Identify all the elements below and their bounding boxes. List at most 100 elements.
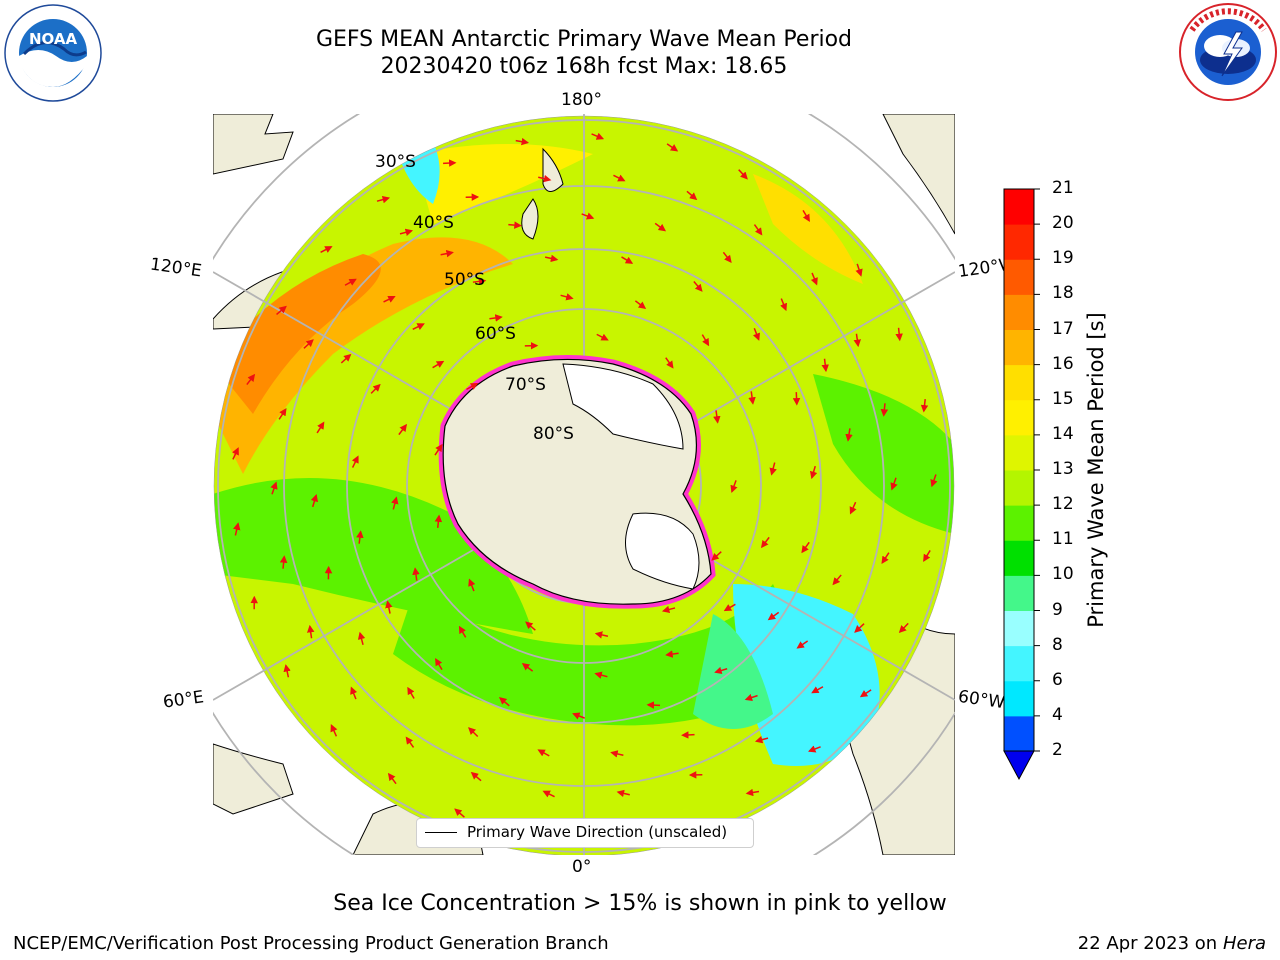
wave-direction-arrow-icon xyxy=(665,357,674,369)
colorbar-tick-label: 19 xyxy=(1052,248,1074,269)
wave-direction-arrow-icon xyxy=(801,541,810,554)
wave-direction-arrow-icon xyxy=(701,334,710,347)
wave-direction-arrow-icon xyxy=(391,496,399,510)
noaa-logo-text: NOAA xyxy=(29,30,78,48)
wave-direction-arrow-icon xyxy=(753,328,760,341)
wave-direction-arrow-icon xyxy=(279,555,288,569)
wave-direction-arrow-icon xyxy=(760,536,770,549)
wave-direction-arrow-icon xyxy=(853,333,861,348)
wave-direction-arrow-icon xyxy=(880,403,889,417)
wave-direction-arrow-icon xyxy=(399,228,414,236)
wave-direction-arrow-icon xyxy=(767,611,780,621)
lon-label-120e: 120°E xyxy=(148,254,203,282)
wave-direction-arrow-icon xyxy=(711,551,722,561)
wave-direction-arrow-icon xyxy=(278,408,287,420)
wave-direction-arrow-icon xyxy=(681,731,695,739)
colorbar-tick-label: 8 xyxy=(1052,634,1063,655)
wave-direction-arrows xyxy=(232,132,938,839)
wave-direction-arrow-icon xyxy=(809,465,818,480)
lon-label-180: 180° xyxy=(561,90,602,110)
colorbar-segment xyxy=(1004,575,1034,611)
wave-direction-arrow-icon xyxy=(666,143,679,152)
wave-direction-arrow-icon xyxy=(895,327,903,342)
wave-direction-arrow-icon xyxy=(489,314,503,322)
legend-line-icon xyxy=(425,832,457,833)
lat-label-60s: 60°S xyxy=(475,324,516,344)
antarctica xyxy=(438,354,716,609)
wave-direction-arrow-icon xyxy=(544,254,559,263)
wave-direction-arrow-icon xyxy=(898,622,909,634)
wave-direction-arrow-icon xyxy=(458,625,467,638)
wave-direction-arrow-icon xyxy=(594,671,608,679)
wave-direction-arrow-icon xyxy=(383,295,396,303)
wave-direction-arrow-icon xyxy=(923,550,931,562)
wave-direction-arrow-icon xyxy=(472,277,487,286)
wave-direction-arrow-icon xyxy=(232,447,239,460)
colorbar-tick-label: 12 xyxy=(1052,494,1074,515)
wave-direction-arrow-icon xyxy=(796,640,809,649)
wave-direction-arrow-icon xyxy=(398,423,408,436)
colorbar xyxy=(1000,186,1080,786)
wave-direction-arrow-icon xyxy=(560,293,574,301)
run-date: 22 Apr 2023 on Hera xyxy=(1078,933,1266,954)
wave-direction-arrow-icon xyxy=(780,298,788,312)
sea-ice-note: Sea Ice Concentration > 15% is shown in … xyxy=(333,891,947,916)
map-legend: Primary Wave Direction (unscaled) xyxy=(416,818,754,848)
wave-direction-arrow-icon xyxy=(686,190,698,201)
wave-direction-arrow-icon xyxy=(849,501,857,515)
lat-label-70s: 70°S xyxy=(505,375,546,395)
wave-direction-arrow-icon xyxy=(714,666,728,675)
wave-direction-arrow-icon xyxy=(591,132,605,140)
wave-direction-arrow-icon xyxy=(654,222,667,232)
wave-direction-arrow-icon xyxy=(810,272,818,286)
wave-direction-arrow-icon xyxy=(303,339,314,349)
colorbar-segment xyxy=(1004,540,1034,576)
colorbar-tick-label: 14 xyxy=(1052,423,1074,444)
colorbar-segment xyxy=(1004,399,1034,436)
colorbar-segment xyxy=(1004,434,1034,471)
wave-direction-arrow-icon xyxy=(693,281,703,292)
wave-direction-arrow-icon xyxy=(283,664,291,678)
lat-label-30s: 30°S xyxy=(375,152,416,172)
colorbar-segment xyxy=(1004,715,1034,752)
wave-direction-arrow-icon xyxy=(744,693,758,702)
wave-direction-arrow-icon xyxy=(454,808,465,818)
wave-direction-arrow-icon xyxy=(350,686,358,700)
colorbar-tick-label: 16 xyxy=(1052,353,1074,374)
wave-direction-arrow-icon xyxy=(440,249,454,258)
wave-direction-arrow-icon xyxy=(821,358,829,373)
colorbar-segment xyxy=(1004,505,1034,541)
colorbar-segment xyxy=(1004,470,1034,506)
credit-text: NCEP/EMC/Verification Post Processing Pr… xyxy=(13,933,609,954)
wave-direction-arrow-icon xyxy=(412,323,425,331)
colorbar-segment xyxy=(1004,610,1034,647)
colorbar-label: Primary Wave Mean Period [s] xyxy=(1084,312,1108,628)
colorbar-tick-label: 2 xyxy=(1052,740,1063,760)
wave-direction-arrow-icon xyxy=(276,305,287,315)
colorbar-segment xyxy=(1004,364,1034,401)
wave-direction-arrow-icon xyxy=(859,689,872,698)
wave-direction-arrow-icon xyxy=(661,605,676,614)
wave-direction-arrow-icon xyxy=(356,530,364,544)
colorbar-segment xyxy=(1004,329,1034,366)
wave-direction-arrow-icon xyxy=(405,736,415,748)
chart-subtitle: 20230420 t06z 168h fcst Max: 18.65 xyxy=(380,54,788,79)
wave-direction-arrow-icon xyxy=(542,790,555,798)
wave-direction-arrow-icon xyxy=(270,481,278,495)
colorbar-extend-arrow xyxy=(1003,750,1035,781)
wave-direction-arrow-icon xyxy=(890,477,898,491)
wave-direction-arrow-icon xyxy=(538,174,552,183)
wave-direction-arrow-icon xyxy=(832,574,842,586)
wave-direction-arrow-icon xyxy=(713,410,721,424)
wave-direction-arrow-icon xyxy=(468,727,479,738)
wave-direction-arrow-icon xyxy=(802,209,810,222)
wave-direction-arrow-icon xyxy=(525,621,536,631)
wave-direction-arrow-icon xyxy=(665,650,679,658)
wave-direction-arrow-icon xyxy=(344,278,357,286)
wave-direction-arrow-icon xyxy=(723,603,736,612)
wave-direction-arrow-icon xyxy=(432,360,445,369)
wave-direction-arrow-icon xyxy=(596,333,609,341)
lon-label-60e: 60°E xyxy=(161,687,206,713)
wave-direction-arrow-icon xyxy=(370,383,381,394)
colorbar-segment xyxy=(1004,189,1034,225)
